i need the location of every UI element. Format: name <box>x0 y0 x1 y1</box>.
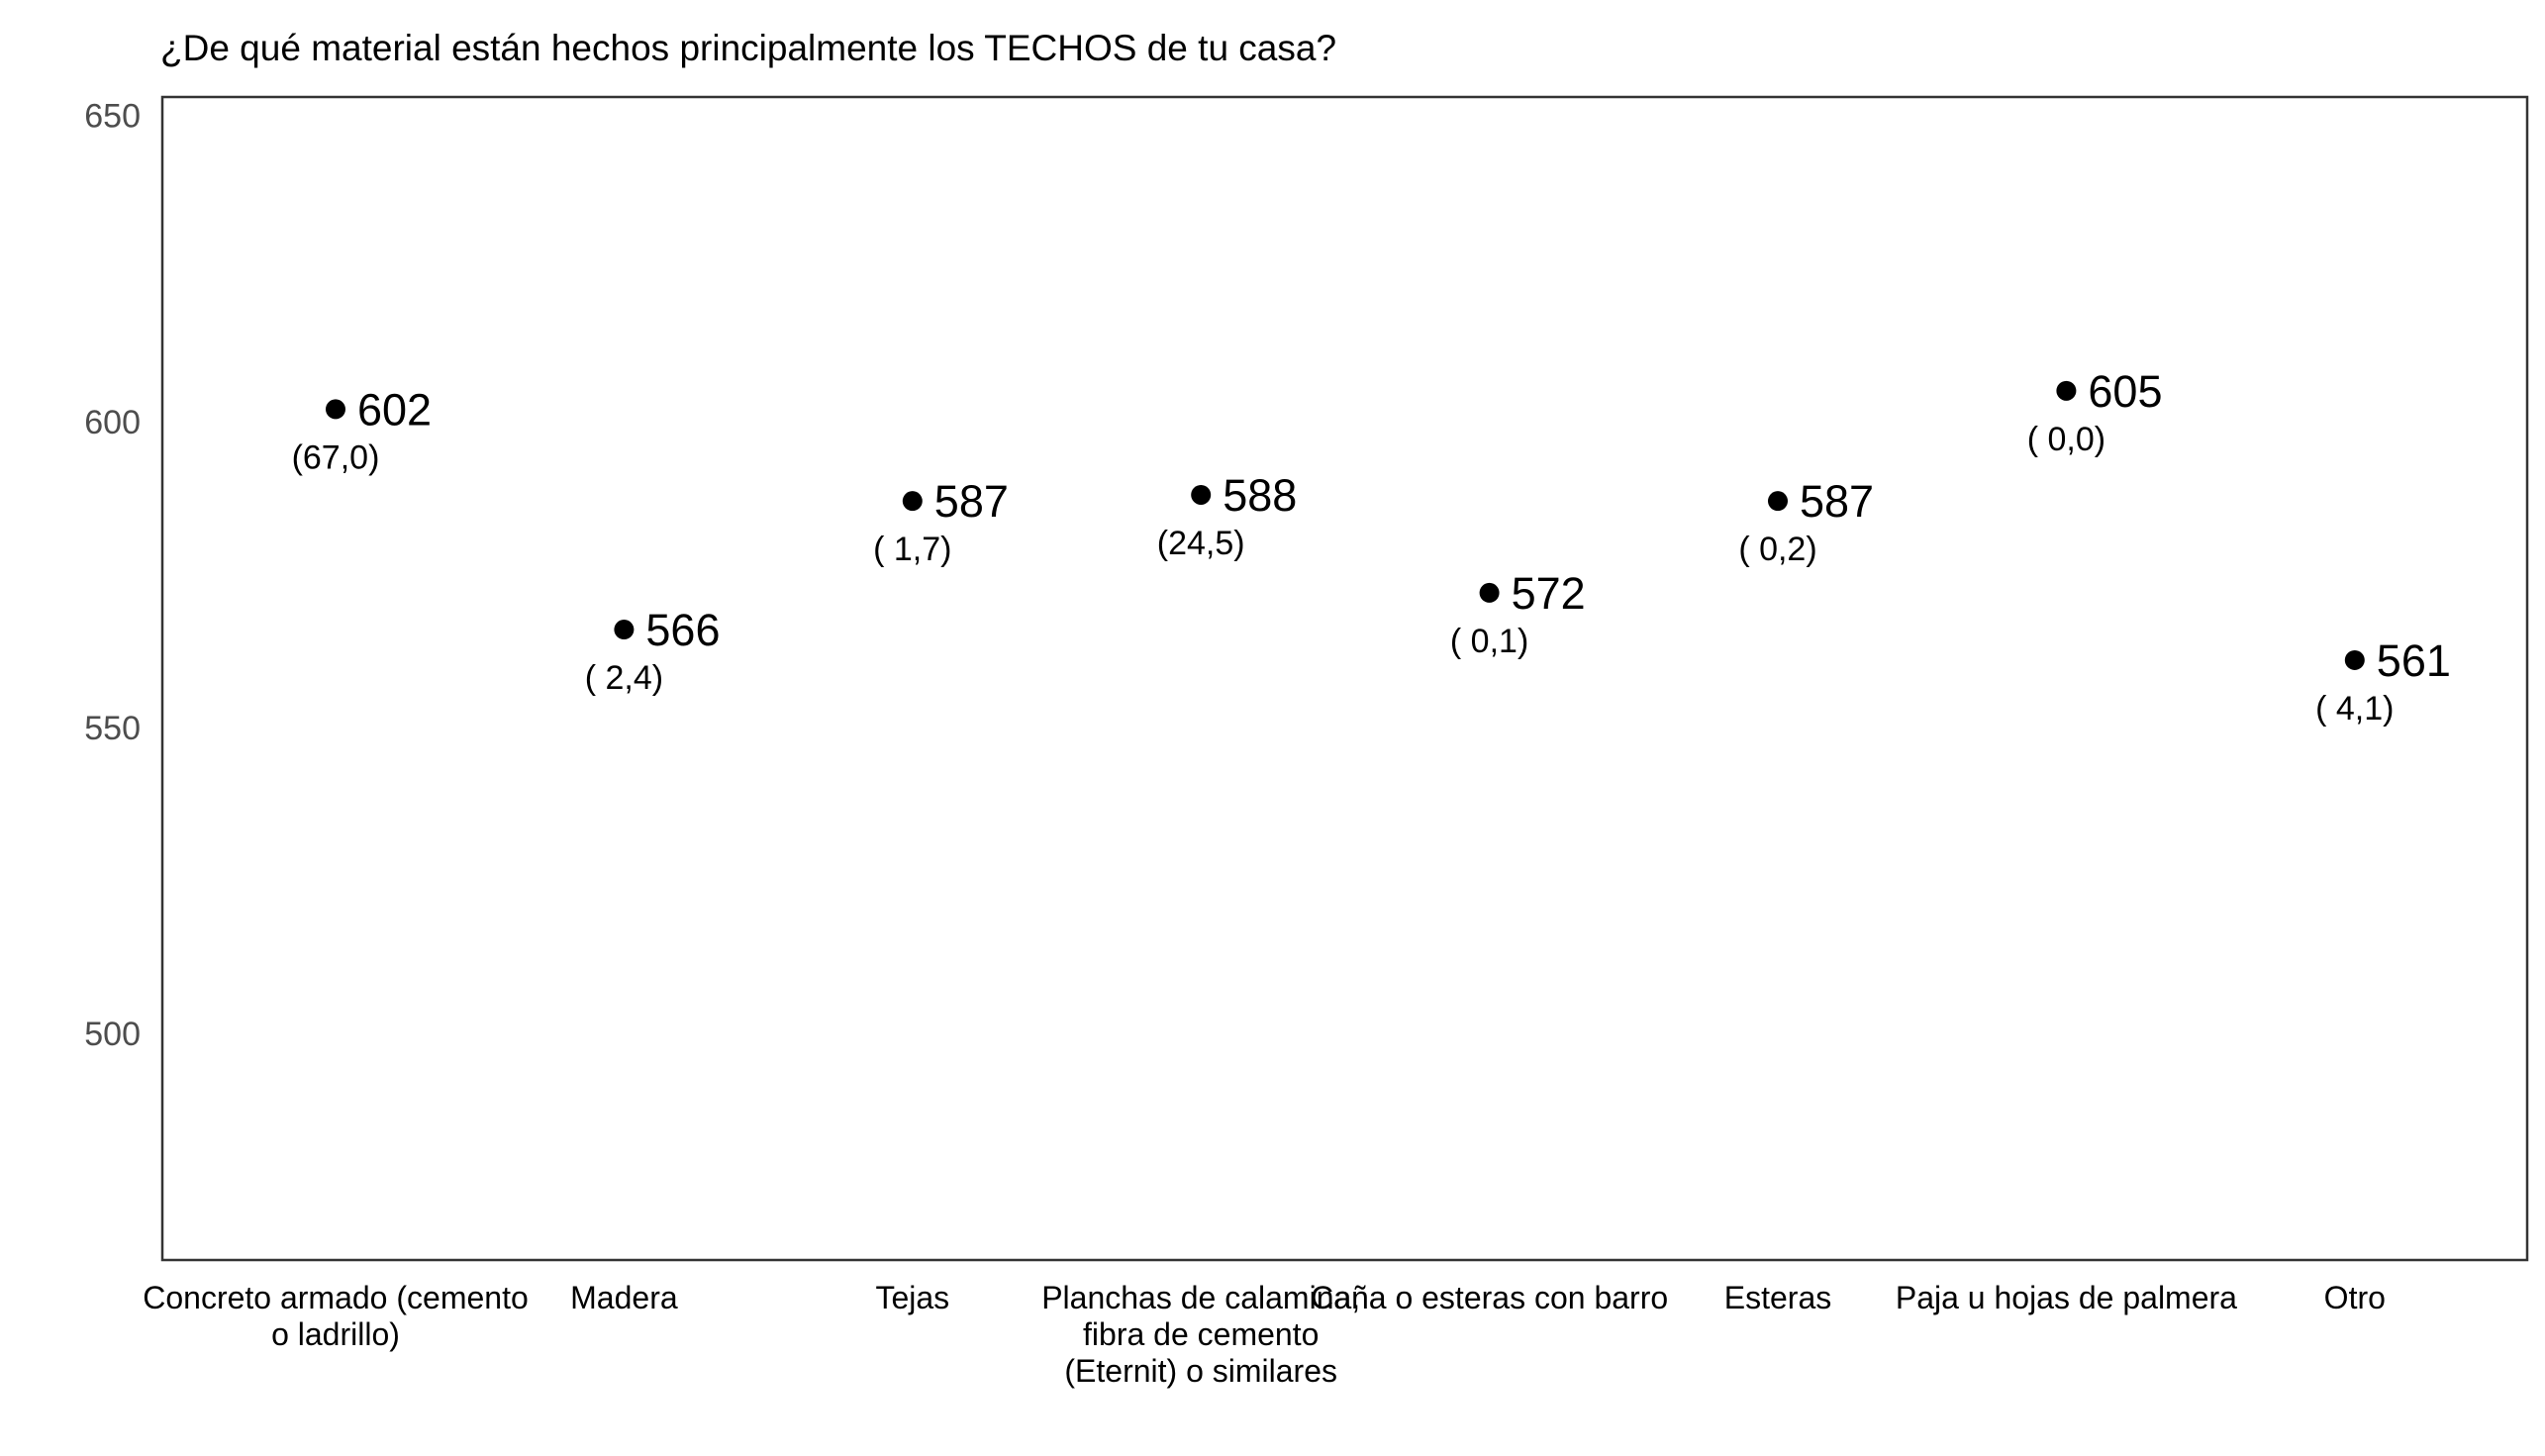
data-percent-label: ( 2,4) <box>585 659 663 697</box>
data-percent-label: ( 1,7) <box>873 531 951 568</box>
chart-title: ¿De qué material están hechos principalm… <box>160 28 1337 68</box>
data-point-group: 561 ( 4,1) <box>2315 635 2451 728</box>
y-tick-label: 500 <box>84 1016 141 1053</box>
data-point <box>1768 491 1788 512</box>
y-axis: 500 550 600 650 <box>84 98 141 1054</box>
data-point <box>1479 582 1500 603</box>
y-tick-label: 600 <box>84 404 141 441</box>
data-point-group: 602(67,0) <box>292 384 433 476</box>
x-axis: Concreto armado (cemento o ladrillo) Mader… <box>143 1280 2386 1389</box>
data-percent-label: (24,5) <box>1157 525 1245 562</box>
data-point-group: 587 ( 0,2) <box>1738 476 1874 568</box>
data-point-group: 605 ( 0,0) <box>2027 366 2163 458</box>
y-tick-label: 550 <box>84 710 141 747</box>
x-tick-label: Caña o esteras con barro <box>1311 1280 1668 1315</box>
plot-panel-border <box>160 95 2529 1262</box>
data-percent-label: ( 4,1) <box>2315 690 2394 728</box>
data-value-label: 566 <box>645 605 720 655</box>
y-tick-label: 650 <box>84 98 141 136</box>
data-point <box>326 399 345 420</box>
data-point-group: 572 ( 0,1) <box>1450 568 1586 660</box>
data-point <box>902 491 923 512</box>
data-point-group: 566 ( 2,4) <box>585 605 721 697</box>
data-value-label: 602 <box>357 384 432 435</box>
data-point <box>614 620 635 640</box>
data-value-label: 605 <box>2088 366 2162 417</box>
data-percent-label: ( 0,0) <box>2027 421 2105 458</box>
data-percent-label: ( 0,2) <box>1738 531 1816 568</box>
x-tick-label: Paja u hojas de palmera <box>1896 1280 2237 1315</box>
data-percent-label: (67,0) <box>292 438 380 476</box>
data-value-label: 588 <box>1223 470 1297 521</box>
x-tick-label: Esteras <box>1724 1280 1831 1315</box>
data-percent-label: ( 0,1) <box>1450 623 1528 660</box>
data-point <box>2056 380 2077 401</box>
data-value-label: 587 <box>1800 476 1874 527</box>
data-value-label: 561 <box>2377 635 2451 686</box>
data-points: 602(67,0) 566 ( 2,4) 587 ( 1,7) 588 (24,5) 572 (… <box>292 366 2451 728</box>
data-point <box>2344 649 2365 670</box>
x-tick-label: Otro <box>2324 1280 2386 1315</box>
x-tick-label: Tejas <box>875 1280 949 1315</box>
data-value-label: 572 <box>1512 568 1586 619</box>
data-value-label: 587 <box>934 476 1009 527</box>
data-point <box>1191 484 1212 505</box>
x-tick-label: Planchas de calamina, fibra de cemento (Et… <box>1041 1280 1360 1389</box>
data-point-group: 588 (24,5) <box>1157 470 1298 562</box>
x-tick-label: Madera <box>570 1280 678 1315</box>
x-tick-label: Concreto armado (cemento o ladrillo) <box>143 1280 529 1352</box>
data-point-group: 587 ( 1,7) <box>873 476 1009 568</box>
